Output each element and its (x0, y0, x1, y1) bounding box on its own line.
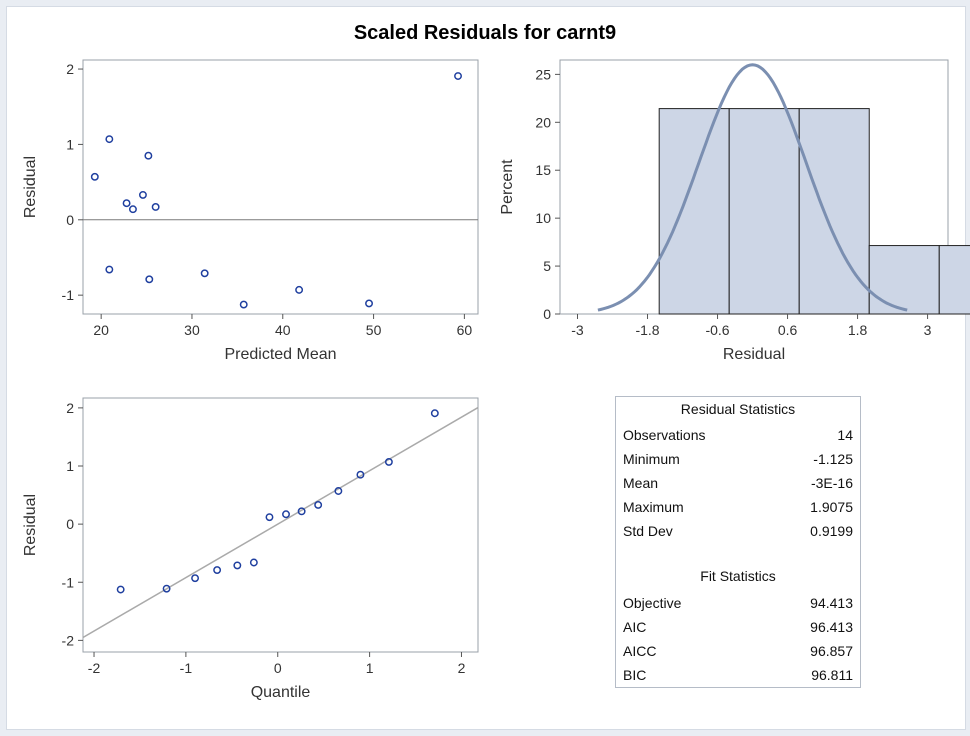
data-point (90, 172, 99, 181)
fit-statistics-header: Fit Statistics (700, 568, 776, 584)
y-axis-label: Residual (22, 156, 39, 218)
stat-label: AIC (623, 619, 647, 635)
data-point (454, 72, 462, 80)
data-point (213, 566, 222, 574)
stat-value: -3E-16 (810, 475, 853, 491)
data-point (297, 507, 306, 516)
y-tick-label: 20 (535, 114, 551, 130)
y-tick-label: -1 (62, 287, 75, 303)
data-point (144, 151, 153, 160)
x-tick-label: -1.8 (635, 322, 659, 338)
stat-value: 96.811 (811, 667, 853, 683)
stat-label: Std Dev (623, 523, 673, 539)
qq-plot-frame (82, 397, 479, 653)
histogram-bar (868, 245, 940, 315)
stat-label: Mean (623, 475, 659, 491)
y-axis-label: Percent (499, 159, 516, 215)
x-tick-label: 20 (93, 322, 109, 338)
x-tick-label: 2 (458, 660, 466, 676)
data-point (282, 510, 290, 519)
x-axis-label: Residual (723, 346, 785, 363)
data-point (105, 265, 114, 274)
x-tick-label: 0 (274, 660, 282, 676)
data-point (138, 190, 147, 199)
y-tick-label: -1 (62, 574, 75, 590)
x-tick-label: -1 (180, 660, 193, 676)
y-tick-label: 1 (66, 458, 74, 474)
x-tick-label: 1 (366, 660, 374, 676)
stat-value: 1.9075 (810, 499, 853, 515)
data-point (128, 205, 137, 214)
data-point (265, 513, 274, 522)
x-axis-label: Predicted Mean (224, 346, 336, 363)
y-tick-label: 1 (66, 136, 74, 152)
y-tick-label: 10 (535, 210, 551, 226)
histogram-bar (798, 108, 870, 315)
stat-label: Minimum (623, 451, 680, 467)
x-axis-label: Quantile (251, 684, 311, 701)
x-tick-label: 30 (184, 322, 200, 338)
stat-label: Observations (623, 427, 706, 443)
data-point (122, 199, 131, 208)
data-point (116, 585, 125, 594)
x-tick-label: -2 (88, 660, 101, 676)
x-tick-label: 1.8 (848, 322, 868, 338)
data-point (430, 409, 439, 418)
stat-value: -1.125 (813, 451, 853, 467)
stat-label: BIC (623, 667, 647, 683)
histogram-bar (938, 245, 970, 315)
data-point (314, 500, 323, 509)
y-tick-label: 15 (535, 162, 551, 178)
x-tick-label: 40 (275, 322, 291, 338)
histogram-bar (728, 108, 800, 315)
data-point (162, 584, 171, 593)
stat-label: Objective (623, 595, 682, 611)
y-tick-label: 0 (66, 516, 74, 532)
scatter-plot-frame (82, 59, 479, 315)
data-point (249, 558, 258, 567)
data-point (105, 135, 114, 144)
stat-value: 14 (837, 427, 853, 443)
data-point (200, 269, 209, 278)
y-axis-label: Residual (22, 494, 39, 556)
stat-label: AICC (623, 643, 657, 659)
y-tick-label: 0 (66, 212, 74, 228)
data-point (356, 470, 365, 479)
y-tick-label: -2 (62, 632, 75, 648)
stat-value: 96.857 (810, 643, 853, 659)
x-tick-label: 0.6 (778, 322, 798, 338)
y-tick-label: 0 (543, 306, 551, 322)
y-tick-label: 5 (543, 258, 551, 274)
stat-value: 0.9199 (810, 523, 853, 539)
data-point (233, 561, 242, 570)
y-tick-label: 25 (535, 66, 551, 82)
histogram-bar (658, 108, 730, 315)
data-point (191, 574, 200, 583)
data-point (151, 203, 160, 211)
density-curve (597, 63, 908, 312)
stat-label: Maximum (623, 499, 684, 515)
y-tick-label: 2 (66, 400, 74, 416)
residual-statistics-header: Residual Statistics (680, 401, 796, 417)
x-tick-label: -0.6 (705, 322, 729, 338)
data-point (384, 457, 393, 466)
qq-reference-line (82, 406, 479, 639)
x-tick-label: 60 (457, 322, 473, 338)
stat-value: 94.413 (810, 595, 853, 611)
data-point (365, 299, 373, 308)
data-point (239, 300, 248, 309)
x-tick-label: 3 (924, 322, 932, 338)
data-point (334, 487, 343, 495)
x-tick-label: 50 (366, 322, 382, 338)
statistics-table: Residual Statistics Observations 14 Mini… (615, 396, 861, 688)
y-tick-label: 2 (66, 61, 74, 77)
x-tick-label: -3 (571, 322, 584, 338)
stat-value: 96.413 (810, 619, 853, 635)
chart-title: Scaled Residuals for carnt9 (353, 22, 617, 44)
data-point (145, 275, 154, 284)
data-point (295, 285, 304, 294)
